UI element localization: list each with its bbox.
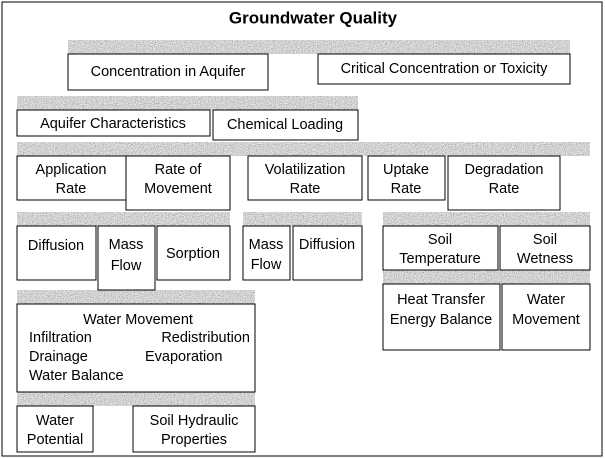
bar [382, 269, 591, 285]
label: Rate of [155, 162, 203, 178]
label: Flow [111, 258, 142, 274]
label: Rate [489, 181, 520, 197]
bar [16, 289, 256, 305]
label: Water [527, 292, 565, 308]
bar [16, 391, 256, 407]
label: Application [36, 162, 107, 178]
label: Mass [249, 237, 284, 253]
label: Sorption [166, 246, 220, 262]
label: Redistribution [161, 330, 250, 346]
bar [67, 39, 571, 55]
bar [16, 95, 359, 111]
box [132, 405, 256, 453]
box [447, 155, 561, 211]
label: Heat Transfer [397, 292, 485, 308]
box [156, 225, 231, 281]
title: Groundwater Quality [229, 8, 398, 27]
label: Rate [391, 181, 422, 197]
box [247, 155, 363, 201]
label: Soil [533, 232, 557, 248]
label: Properties [161, 432, 227, 448]
box [317, 53, 571, 85]
box [16, 405, 94, 453]
bar [242, 211, 363, 227]
label: Rate [56, 181, 87, 197]
box [382, 225, 499, 271]
label: Temperature [399, 251, 480, 267]
box [242, 225, 291, 281]
box [16, 155, 127, 201]
box [16, 303, 256, 393]
box [499, 225, 591, 271]
label: Uptake [383, 162, 429, 178]
box [97, 225, 156, 291]
box [125, 155, 231, 211]
label: Chemical Loading [227, 117, 343, 133]
box [382, 283, 501, 351]
label: Concentration in Aquifer [91, 64, 246, 80]
label: Water [36, 413, 74, 429]
box [212, 109, 359, 141]
bar [382, 211, 591, 227]
label: Water Movement [83, 312, 193, 328]
label: Movement [512, 312, 580, 328]
label: Movement [144, 181, 212, 197]
box [67, 53, 269, 91]
label: Infiltration [29, 330, 92, 346]
label: Wetness [517, 251, 573, 267]
label: Water Balance [29, 368, 124, 384]
label: Energy Balance [390, 312, 492, 328]
box [16, 109, 211, 137]
box [292, 225, 363, 281]
bar [16, 141, 591, 157]
label: Rate [290, 181, 321, 197]
label: Diffusion [299, 237, 355, 253]
bar [16, 211, 231, 227]
label: Degradation [465, 162, 544, 178]
label: Evaporation [145, 349, 222, 365]
box [501, 283, 591, 351]
label: Critical Concentration or Toxicity [341, 61, 549, 77]
label: Soil Hydraulic [150, 413, 239, 429]
box [16, 225, 97, 281]
label: Flow [251, 257, 282, 273]
label: Soil [428, 232, 452, 248]
label: Mass [109, 237, 144, 253]
label: Volatilization [265, 162, 346, 178]
label: Potential [27, 432, 83, 448]
label: Diffusion [28, 238, 84, 254]
box [367, 155, 446, 201]
label: Drainage [29, 349, 88, 365]
label: Aquifer Characteristics [40, 116, 186, 132]
